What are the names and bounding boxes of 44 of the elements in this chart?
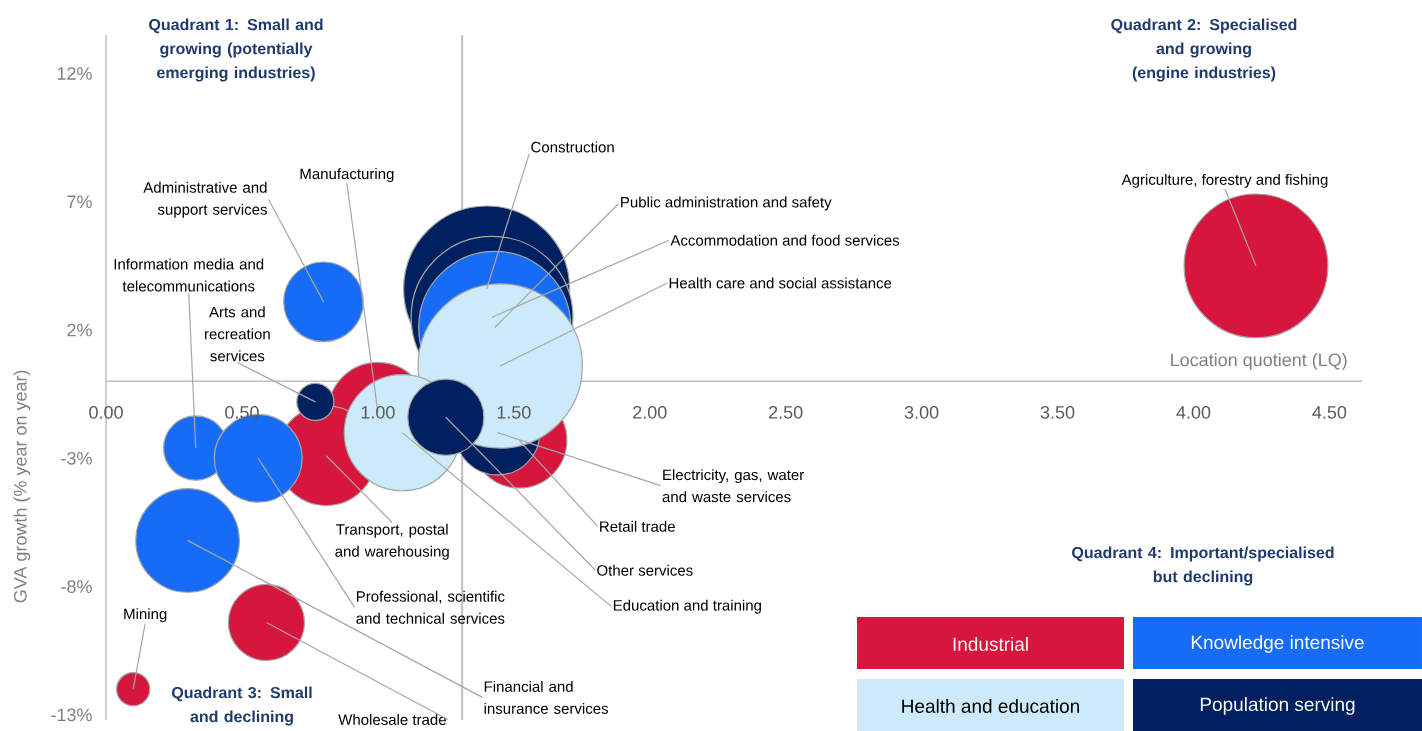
annotation: Manufacturing <box>300 168 394 183</box>
annotation: Education and training <box>613 599 761 614</box>
x-tick-label: 0.50 <box>225 405 259 419</box>
annotation: Quadrant 4: Important/specialised but declining <box>1072 546 1334 586</box>
x-tick-label: 2.50 <box>769 405 803 419</box>
x-tick-label: 1.00 <box>361 405 395 419</box>
text: Health and education <box>902 699 1080 713</box>
x-tick-label: 3.50 <box>1040 405 1075 419</box>
annotation: Transport, postal and warehousing <box>335 523 449 560</box>
annotation: Wholesale trade <box>338 713 446 725</box>
annotation: Accommodation and food services <box>670 234 900 246</box>
x-tick-label: 4.50 <box>1312 405 1347 419</box>
y-axis-title: GVA growth (% year on year) <box>13 370 31 603</box>
x-tick-label: 4.00 <box>1176 405 1211 419</box>
annotation: Agriculture, forestry and fishing <box>1121 173 1328 188</box>
annotation: Professional, scientific and technical services <box>356 590 505 624</box>
text: Population serving <box>1200 697 1355 715</box>
annotation: Electricity, gas, water and waste services <box>662 469 804 503</box>
annotation: Mining <box>124 608 167 623</box>
annotation: Quadrant 1: Small and growing (potentially emerging industries) <box>149 18 323 82</box>
annotation: Construction <box>531 141 614 153</box>
y-tick-label: 2% <box>67 323 92 337</box>
x-tick-label: 2.00 <box>633 405 667 419</box>
y-tick-label: -13% <box>51 708 92 722</box>
annotation: Public administration and safety <box>621 196 832 211</box>
x-tick-label: 0.00 <box>89 405 123 419</box>
annotation: Health care and social assistance <box>669 277 892 289</box>
y-tick-label: -8% <box>61 580 92 593</box>
text: Industrial <box>953 637 1028 651</box>
annotation: Information media and telecommunications <box>114 258 264 292</box>
annotation: Retail trade <box>600 520 675 532</box>
annotation: Quadrant 3: Small and declining <box>171 686 312 726</box>
annotation: Financial and insurance services <box>484 680 609 714</box>
x-tick-label: 3.00 <box>904 405 939 419</box>
annotation: Administrative and support services <box>143 181 267 218</box>
x-tick-label: 1.50 <box>497 405 531 419</box>
text: Knowledge intensive <box>1191 635 1364 653</box>
annotation: Quadrant 2: Specialised and growing (engine industries) <box>1111 18 1297 82</box>
annotation: Arts and recreation services <box>204 306 270 362</box>
y-tick-label: 12% <box>57 67 92 80</box>
y-tick-label: -3% <box>61 451 92 465</box>
annotation: Other services <box>597 564 693 576</box>
x-axis-title: Location quotient (LQ) <box>1171 353 1347 370</box>
y-tick-label: 7% <box>67 195 92 209</box>
